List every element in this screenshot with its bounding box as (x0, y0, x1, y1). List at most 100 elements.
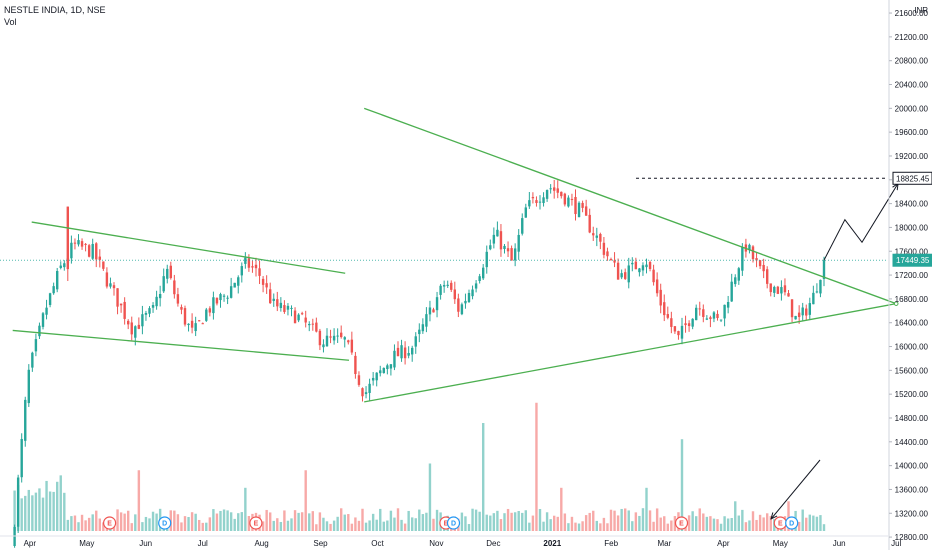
candle-body (59, 265, 62, 268)
candle-body (183, 308, 187, 325)
volume-bar (48, 491, 52, 531)
candle-body (581, 202, 584, 208)
candle-body (613, 260, 616, 263)
candle-body (63, 263, 66, 268)
earnings-badge (674, 516, 689, 530)
volume-bar (726, 518, 730, 531)
volume-bar (70, 516, 73, 531)
y-tick-label: 21600.00 (895, 9, 929, 18)
candle-body (27, 369, 30, 404)
volume-bar (411, 517, 414, 531)
candle-body (432, 309, 435, 313)
volume-bar (340, 508, 343, 531)
volume-bar (77, 522, 80, 531)
y-tick-label: 20000.00 (895, 104, 929, 113)
volume-bar (290, 518, 293, 531)
candle-body (237, 277, 240, 286)
candle-body (66, 206, 69, 270)
x-tick-label: Nov (429, 539, 443, 548)
volume-bar (400, 519, 403, 531)
candle-body (311, 323, 314, 325)
candle-body (276, 299, 279, 307)
volume-bar (702, 513, 705, 531)
candle-body (588, 214, 591, 233)
volume-bar (272, 520, 275, 531)
candle-body (702, 309, 705, 317)
candle-body (435, 297, 439, 311)
candle-body (545, 190, 549, 199)
candle-body (592, 233, 595, 236)
volume-bar (652, 521, 655, 531)
volume-bar (389, 510, 393, 531)
trendline-triangle-lower (364, 303, 897, 403)
candle-body (222, 295, 226, 297)
volume-bar (496, 510, 499, 531)
volume-bar (553, 515, 556, 531)
volume-bar (748, 520, 751, 531)
candle-body (712, 312, 716, 319)
candle-body (109, 283, 112, 287)
trendline-flag-lower (12, 329, 350, 361)
volume-bar (485, 514, 488, 531)
volume-bar (198, 519, 201, 531)
current-price-tag-box (892, 253, 932, 267)
x-tick-label: 2021 (543, 539, 561, 548)
event-badge-label: D (162, 521, 167, 528)
volume-bar (194, 513, 197, 531)
volume-bar (581, 521, 584, 531)
candle-body (670, 318, 673, 327)
volume-bar (134, 514, 137, 531)
volume-bar (815, 516, 819, 531)
volume-bar (73, 515, 77, 531)
candle-body (119, 303, 123, 306)
x-tick-label: Jun (139, 539, 152, 548)
candle-body (244, 257, 247, 264)
volume-bar (531, 515, 535, 531)
volume-bar (368, 520, 371, 531)
volume-bar (421, 514, 425, 531)
volume-bar (396, 508, 400, 531)
x-tick-label: Feb (604, 539, 618, 548)
volume-bar (393, 517, 396, 531)
candle-body (734, 277, 737, 285)
volume-bar (425, 512, 428, 531)
candle-body (205, 309, 208, 321)
candle-body (411, 347, 414, 355)
candle-body (77, 240, 80, 245)
volume-bar (27, 489, 30, 531)
volume-bar (584, 515, 588, 531)
candle-body (194, 323, 197, 332)
candle-body (499, 231, 503, 250)
candle-body (272, 298, 275, 301)
event-badge-label: D (789, 521, 794, 528)
candle-body (364, 392, 368, 395)
candle-body (382, 367, 385, 374)
candle-body (758, 260, 762, 267)
candle-body (308, 324, 311, 326)
y-tick-label: 13200.00 (895, 509, 929, 518)
candle-body (663, 302, 666, 316)
event-badge-label: E (444, 521, 449, 528)
candle-body (538, 201, 542, 203)
volume-bar (627, 510, 630, 531)
candle-body (251, 266, 254, 268)
candle-body (414, 336, 417, 347)
x-tick-label: Jul (198, 539, 208, 548)
candle-body (531, 197, 535, 199)
candle-body (144, 312, 148, 315)
candle-body (457, 298, 460, 312)
candle-body (73, 242, 77, 244)
candle-body (48, 293, 52, 305)
volume-bar (563, 513, 567, 531)
candle-body (790, 299, 794, 318)
candle-body (52, 286, 55, 294)
y-tick-label: 20400.00 (895, 81, 929, 90)
candle-body (407, 353, 410, 356)
candle-body (371, 377, 375, 381)
candle-body (691, 318, 694, 327)
volume-bar (190, 512, 194, 531)
y-tick-label: 19600.00 (895, 128, 929, 137)
candle-body (627, 265, 630, 283)
volume-bar (638, 515, 641, 531)
